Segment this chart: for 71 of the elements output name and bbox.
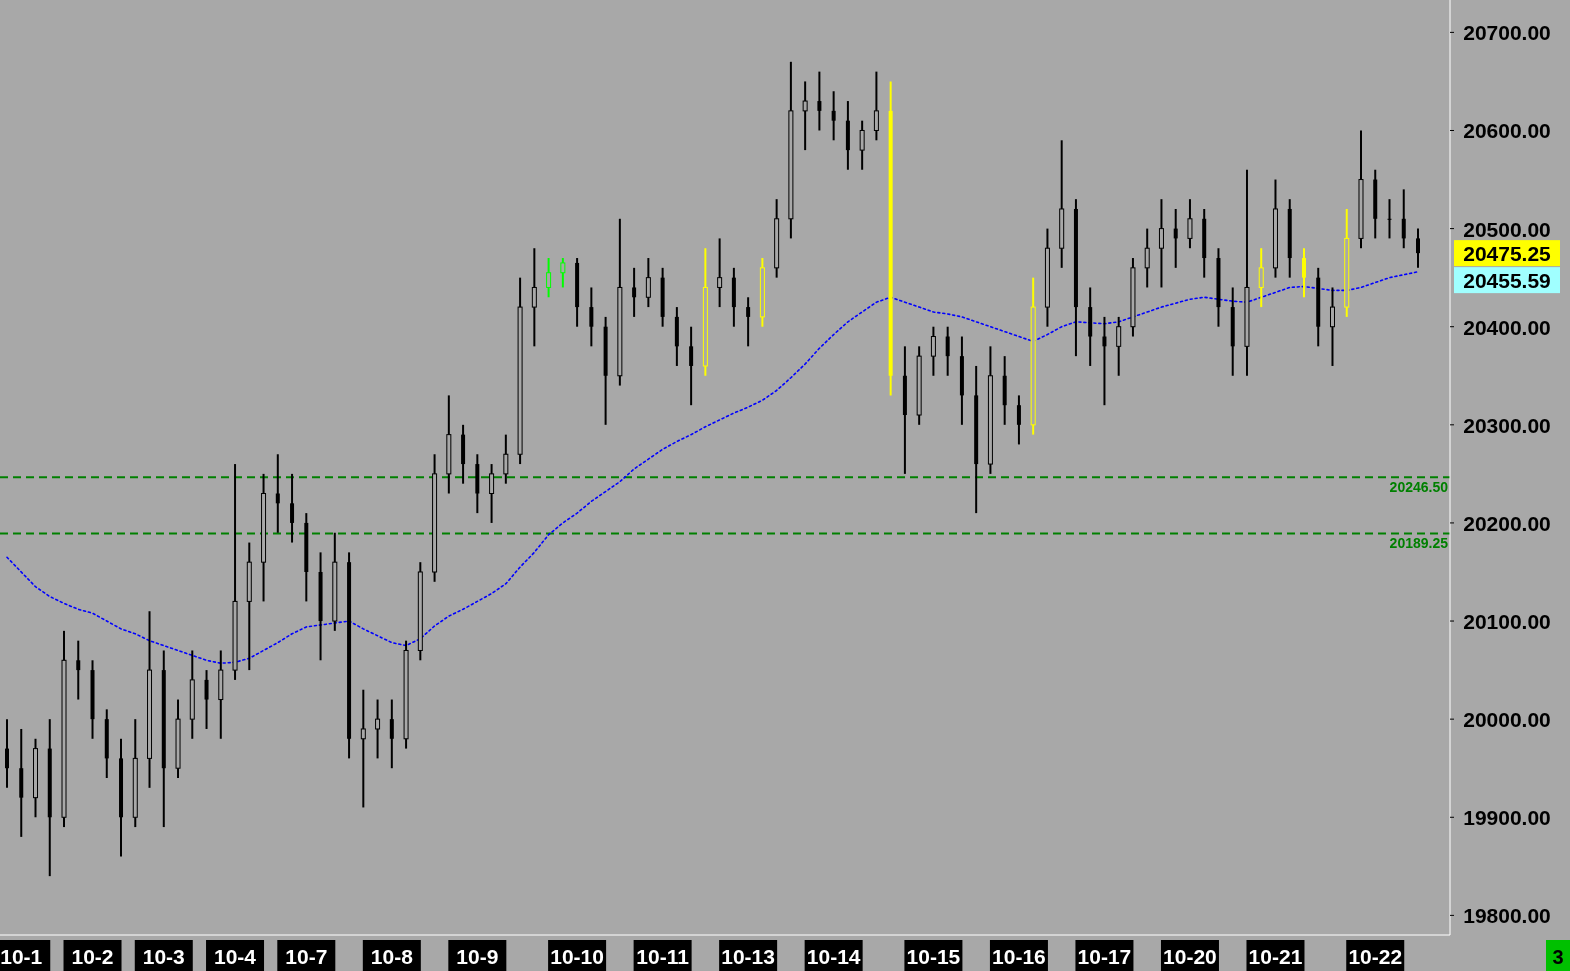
candlestick — [717, 237, 723, 309]
candlestick — [531, 247, 537, 348]
candlestick — [1416, 227, 1420, 269]
y-tick-label: 20300.00 — [1463, 413, 1551, 437]
candlestick — [831, 90, 836, 142]
x-tick-label: 10-20 — [1163, 945, 1217, 968]
x-tick-label: 10-14 — [806, 945, 861, 968]
x-tick-label: 10-15 — [906, 945, 961, 968]
text: 3 — [1552, 946, 1564, 968]
candlestick — [5, 718, 9, 789]
candlestick — [945, 325, 950, 377]
candlestick — [204, 669, 209, 730]
y-tick-label: 20700.00 — [1463, 21, 1551, 45]
candlestick — [1401, 188, 1406, 250]
x-tick-label: 10-7 — [285, 945, 328, 968]
candlestick — [1258, 247, 1264, 309]
candlestick — [76, 639, 81, 701]
candlestick — [1116, 315, 1122, 377]
x-tick-label: 10-4 — [214, 945, 257, 968]
y-tick-label: 20000.00 — [1463, 708, 1551, 732]
x-tick-label: 10-13 — [721, 945, 775, 968]
candlestick — [389, 698, 394, 770]
x-tick-label: 10-16 — [992, 945, 1046, 968]
x-tick-label: 10-10 — [550, 945, 604, 968]
y-tick-label: 20200.00 — [1463, 511, 1551, 535]
candlestick — [1187, 198, 1193, 250]
candlestick — [290, 472, 295, 544]
y-tick-label: 20100.00 — [1463, 610, 1551, 634]
y-tick-label: 20600.00 — [1463, 119, 1551, 143]
x-tick-label: 10-8 — [370, 945, 414, 968]
candlestick — [1102, 315, 1107, 407]
candlestick — [1158, 198, 1164, 289]
candlestick — [873, 70, 879, 142]
x-tick-label: 10-2 — [71, 945, 114, 968]
candlestick — [1301, 247, 1306, 299]
candlestick — [375, 698, 381, 760]
candlestick — [1387, 198, 1392, 240]
candlestick — [589, 286, 594, 348]
candlestick — [546, 257, 552, 299]
ref-line-label: 20246.50 — [1389, 479, 1449, 496]
text: 20475.25 — [1463, 242, 1552, 266]
candlestick — [859, 119, 865, 171]
candlestick — [275, 453, 280, 534]
candlestick — [1173, 207, 1178, 269]
text: 20455.59 — [1463, 269, 1551, 293]
x-tick-label: 10-3 — [142, 945, 185, 968]
x-tick-label: 10-17 — [1077, 945, 1132, 968]
x-tick-label: 10-21 — [1248, 945, 1303, 968]
y-tick-label: 19900.00 — [1463, 806, 1551, 830]
candlestick — [632, 266, 637, 318]
candlestick — [360, 688, 366, 809]
candlestick — [645, 257, 651, 309]
candlestick — [930, 325, 936, 377]
x-tick-label: 10-22 — [1348, 945, 1403, 968]
y-tick-label: 19800.00 — [1463, 904, 1551, 928]
y-tick-label: 20500.00 — [1463, 217, 1551, 241]
candlestick — [503, 433, 509, 485]
candlestick — [689, 325, 694, 407]
candlestick — [560, 257, 566, 289]
candlestick — [1144, 227, 1150, 289]
x-tick-label: 10-1 — [0, 945, 43, 968]
candlestick — [802, 80, 808, 152]
x-tick-label: 10-9 — [456, 945, 499, 968]
candlestick — [817, 70, 822, 132]
candlestick — [489, 463, 495, 524]
x-tick-label: 10-11 — [636, 945, 690, 968]
ref-line-label: 20189.25 — [1389, 535, 1449, 552]
y-tick-label: 20400.00 — [1463, 315, 1551, 339]
candlestick — [746, 296, 751, 348]
candlestick — [1016, 394, 1021, 446]
candlestick — [1329, 286, 1335, 367]
